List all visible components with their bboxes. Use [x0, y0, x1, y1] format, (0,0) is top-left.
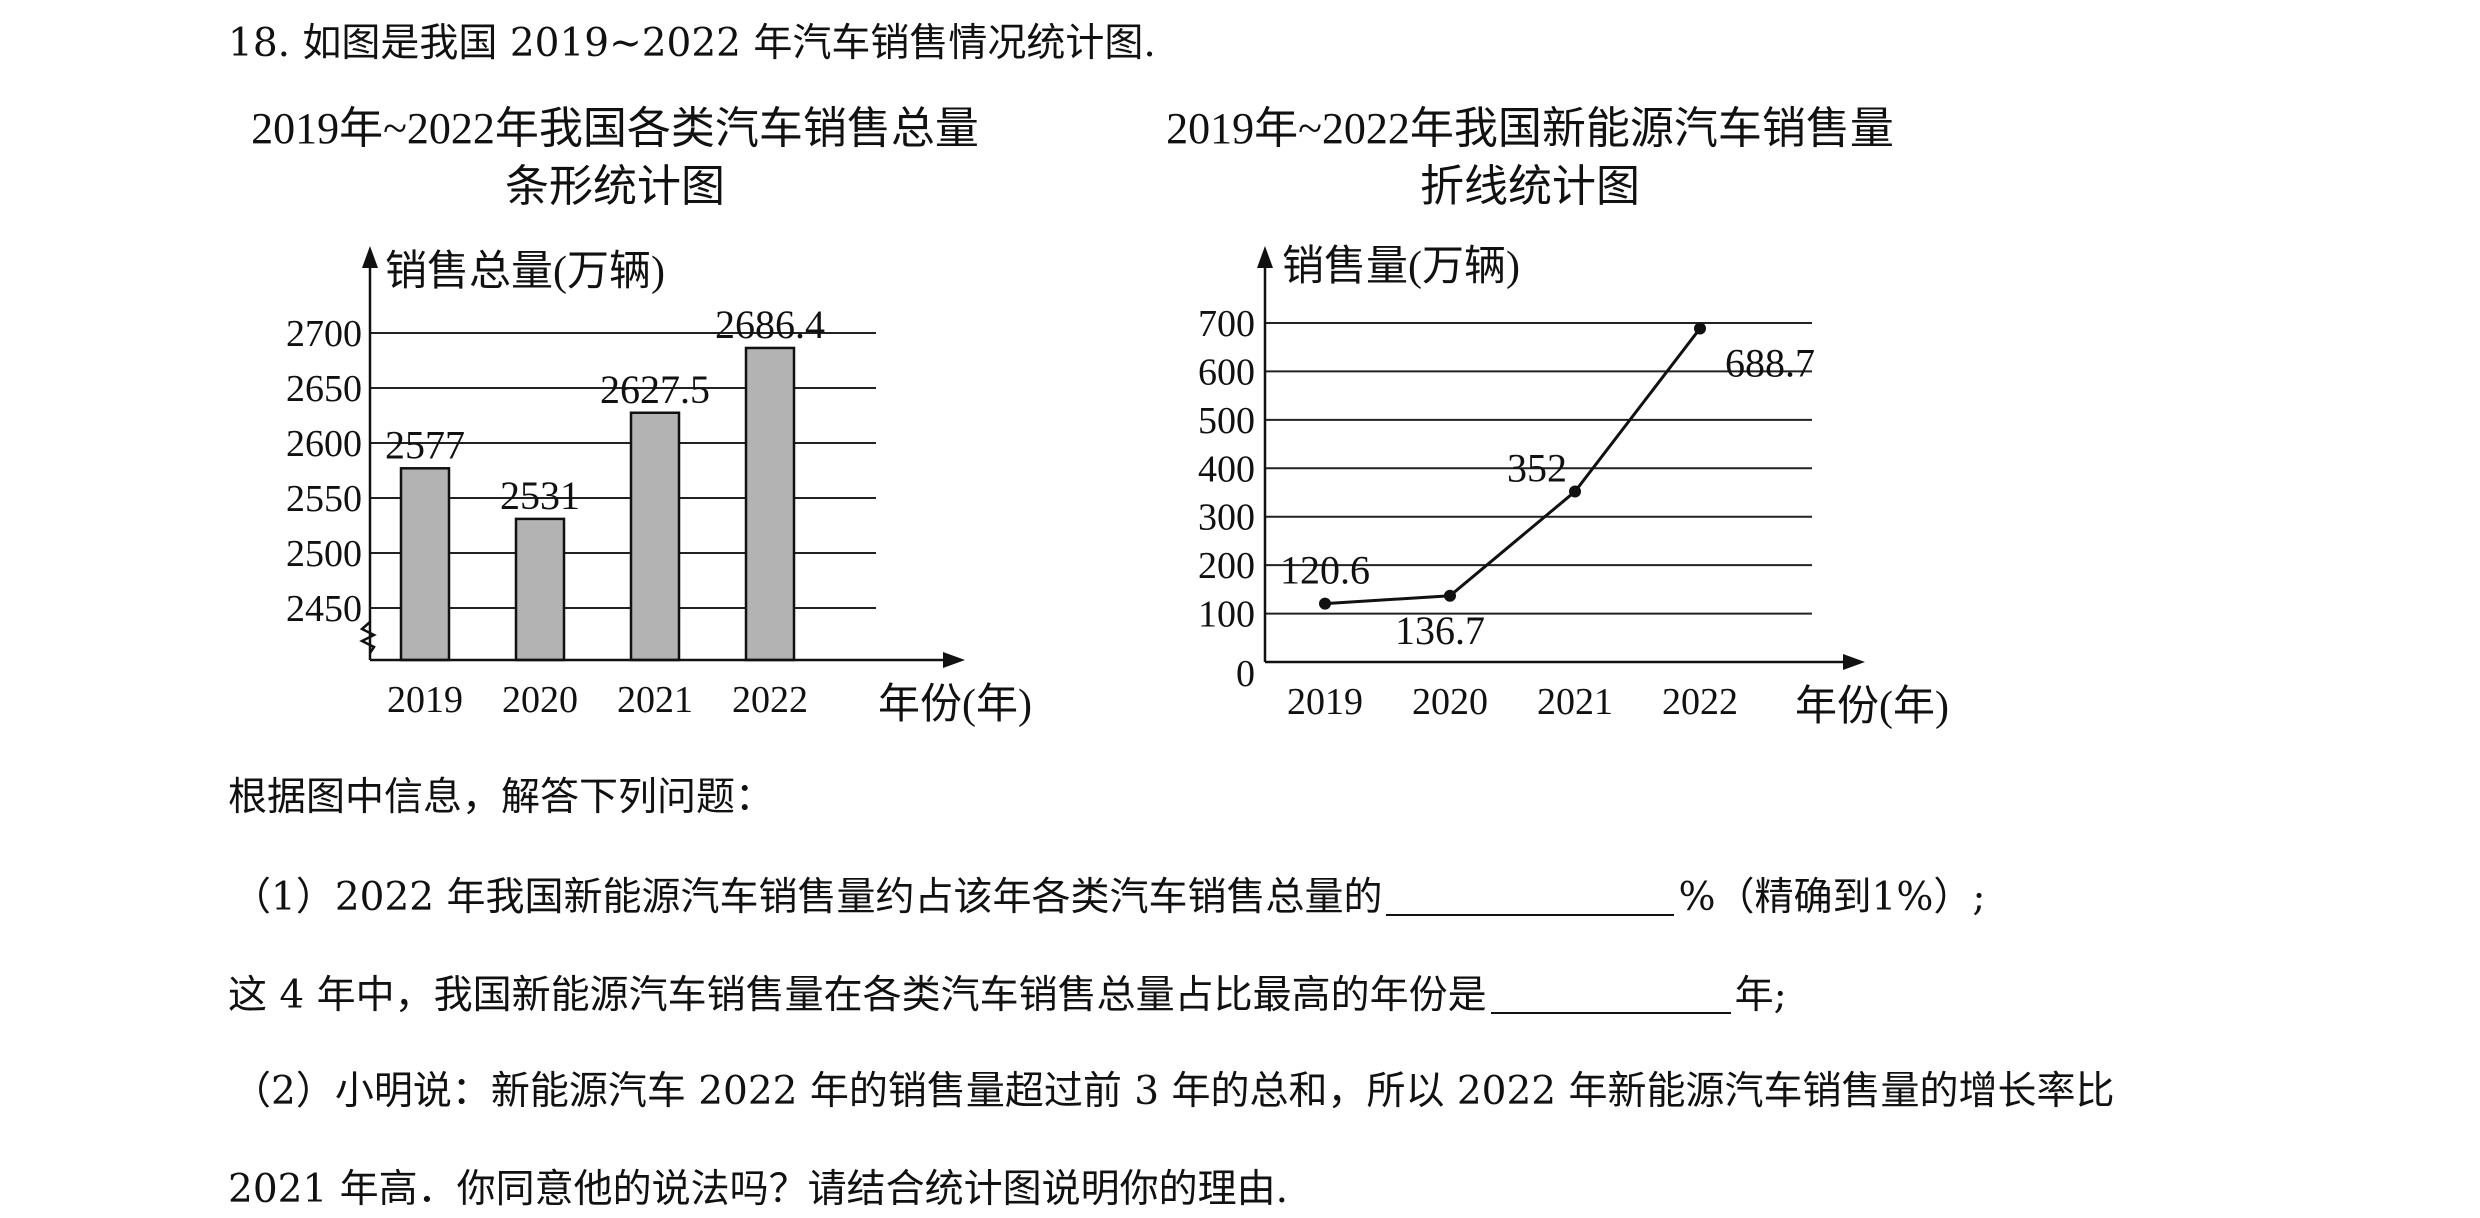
- answer-blank-year[interactable]: [1490, 974, 1731, 1014]
- bar-chart-ytick-label: 2550: [286, 478, 362, 520]
- line-chart-point: [1569, 485, 1581, 498]
- answer-blank-percent[interactable]: [1386, 876, 1675, 916]
- line-chart-xtick-label: 2019: [1287, 681, 1363, 723]
- line-chart-ytick-label: 0: [1236, 653, 1255, 695]
- bar-chart-ytick-label: 2700: [286, 313, 362, 355]
- bar-chart-bar: [744, 346, 796, 662]
- bar-chart-value-label: 2577: [385, 422, 465, 467]
- line-chart-x-axis-arrow: [1843, 654, 1865, 670]
- question-1-text-d: 年;: [1734, 973, 1787, 1018]
- line-chart-xtick-label: 2022: [1662, 681, 1738, 723]
- line-chart-point: [1694, 322, 1706, 335]
- line-chart-ytick-label: 300: [1198, 497, 1255, 539]
- bar-chart-xtick-label: 2021: [617, 679, 693, 721]
- line-chart-value-label: 120.6: [1280, 548, 1370, 593]
- line-chart-y-axis-arrow: [1257, 246, 1273, 268]
- line-chart-value-label: 688.7: [1725, 340, 1815, 385]
- line-chart-ylabel: 销售量(万辆): [1282, 244, 1520, 290]
- bar-chart-axis-break: [359, 621, 377, 654]
- bar-chart-ytick-label: 2450: [286, 588, 362, 630]
- line-chart-xtick-label: 2021: [1537, 681, 1613, 723]
- bar-chart-xlabel: 年份(年): [878, 681, 1032, 728]
- bar-chart-xtick-label: 2019: [387, 679, 463, 721]
- bar-chart-xtick-label: 2020: [502, 679, 578, 721]
- bar-chart-x-axis-arrow: [943, 652, 965, 668]
- bar-chart-title-line2: 条形统计图: [505, 162, 725, 211]
- line-chart-ytick-label: 100: [1198, 594, 1255, 636]
- bar-chart-xtick-label: 2022: [732, 679, 808, 721]
- bar-chart-value-label: 2627.5: [600, 367, 710, 412]
- line-chart-xlabel: 年份(年): [1795, 683, 1949, 730]
- bar-chart-ytick-label: 2500: [286, 533, 362, 575]
- bar-chart-title-line1: 2019年~2022年我国各类汽车销售总量: [251, 104, 979, 153]
- question-prompt: 根据图中信息，解答下列问题：: [228, 775, 775, 820]
- line-chart-ytick-label: 400: [1198, 448, 1255, 490]
- bar-chart-value-label: 2531: [500, 473, 580, 518]
- bar-chart-y-axis-arrow: [362, 246, 378, 268]
- line-chart-value-label: 352: [1507, 446, 1567, 491]
- question-2-line2: 2021 年高．你同意他的说法吗？请结合统计图说明你的理由.: [228, 1167, 1289, 1212]
- line-chart-point: [1444, 589, 1456, 602]
- line-chart-point: [1319, 597, 1331, 610]
- line-chart-series: [1324, 327, 1702, 606]
- bar-chart-title: 2019年~2022年我国各类汽车销售总量 条形统计图: [230, 100, 1000, 216]
- question-1-text-a: （1）2022 年我国新能源汽车销售量约占该年各类汽车销售总量的: [232, 875, 1383, 920]
- line-chart-ytick-label: 700: [1198, 303, 1255, 345]
- line-chart-ytick-label: 600: [1198, 351, 1255, 393]
- line-chart-ytick-label: 500: [1198, 400, 1255, 442]
- bar-chart-value-label: 2686.4: [715, 302, 825, 347]
- question-1-line2: 这 4 年中，我国新能源汽车销售量在各类汽车销售总量占比最高的年份是 年;: [228, 974, 1787, 1015]
- question-1-text-c: 这 4 年中，我国新能源汽车销售量在各类汽车销售总量占比最高的年份是: [228, 973, 1487, 1018]
- bar-chart-ylabel: 销售总量(万辆): [385, 249, 665, 295]
- bar-chart-ytick-label: 2600: [286, 423, 362, 465]
- bar-chart-bar: [399, 467, 451, 662]
- question-1-text-b: %（精确到1%）;: [1678, 875, 1986, 920]
- question-2-line1: （2）小明说：新能源汽车 2022 年的销售量超过前 3 年的总和，所以 202…: [232, 1069, 2115, 1114]
- line-chart-title-line1: 2019年~2022年我国新能源汽车销售量: [1166, 104, 1894, 153]
- line-chart-title-line2: 折线统计图: [1420, 162, 1640, 211]
- line-chart-title: 2019年~2022年我国新能源汽车销售量 折线统计图: [1150, 100, 1910, 216]
- line-chart-xtick-label: 2020: [1412, 681, 1488, 723]
- line-chart-value-label: 136.7: [1395, 608, 1485, 653]
- bar-chart-ytick-label: 2650: [286, 368, 362, 410]
- bar-chart-bar: [629, 411, 681, 662]
- line-chart-ytick-label: 200: [1198, 545, 1255, 587]
- question-1-line1: （1）2022 年我国新能源汽车销售量约占该年各类汽车销售总量的 %（精确到1%）…: [232, 876, 1986, 917]
- question-header: 18. 如图是我国 2019~2022 年汽车销售情况统计图.: [228, 21, 1156, 66]
